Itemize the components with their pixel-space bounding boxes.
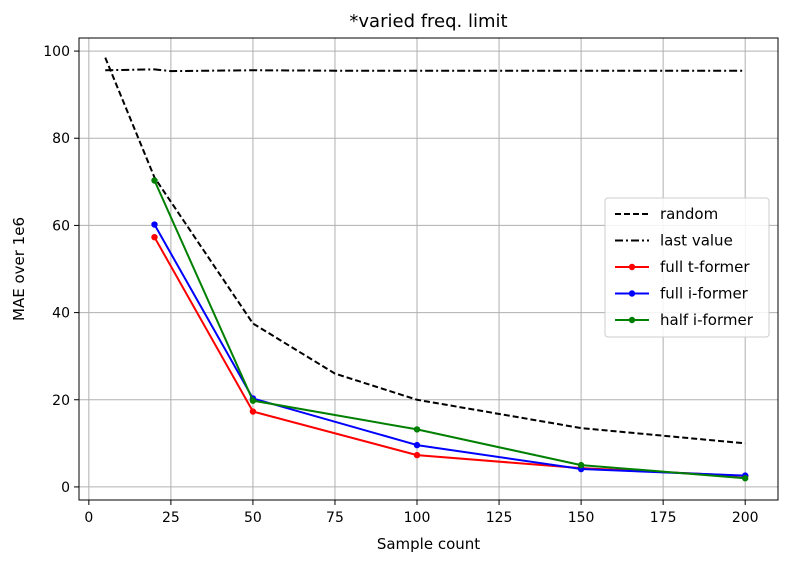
x-tick-label: 200 [732,510,759,526]
chart-title: *varied freq. limit [349,11,507,32]
x-tick-label: 150 [568,510,595,526]
data-point [413,451,421,459]
x-tick-label: 175 [650,510,677,526]
legend-box [604,197,770,338]
legend-marker [628,290,636,297]
y-tick-label: 80 [52,131,70,147]
legend-label: full t-former [660,258,750,276]
data-point [151,221,158,228]
x-axis-label: Sample count [377,535,480,553]
y-tick-label: 0 [61,480,70,496]
series-line [105,68,746,73]
data-point [413,426,421,433]
x-tick-label: 0 [84,510,93,526]
x-tick-label: 25 [162,510,180,526]
data-point [577,461,585,469]
legend-marker [628,316,636,324]
x-tick-label: 125 [486,510,513,526]
legend-marker [628,263,636,271]
data-point [413,441,421,449]
x-tick-label: 75 [326,510,344,526]
legend-entry: full t-former [615,258,750,276]
y-tick-label: 60 [52,218,70,234]
axis-ticks: 0 25 50 75 100 125 150 175 200 0 20 40 60 80 100 [43,44,758,526]
legend-entry: last value [615,232,733,250]
series-group [105,68,746,73]
legend-label: random [660,205,718,223]
data-point [151,233,158,241]
data-point [249,397,257,404]
legend-label: full i-former [660,285,749,303]
legend-label: last value [660,232,733,250]
y-tick-label: 20 [52,393,70,409]
legend-entry: full i-former [615,285,749,303]
data-series [104,57,749,482]
data-point [741,475,749,482]
data-point [151,177,158,184]
y-tick-label: 100 [43,44,70,60]
legend-label: half i-former [660,311,754,329]
plot-frame [78,37,779,501]
x-tick-label: 100 [404,510,431,526]
legend: random last value full t-former full i-form… [604,197,770,338]
legend-entry: half i-former [615,311,754,329]
x-tick-label: 50 [244,510,262,526]
data-point [249,408,257,415]
legend-entry: random [615,205,718,223]
y-axis-label: MAE over 1e6 [10,217,28,321]
y-tick-label: 40 [52,306,70,322]
series-group [151,177,749,482]
